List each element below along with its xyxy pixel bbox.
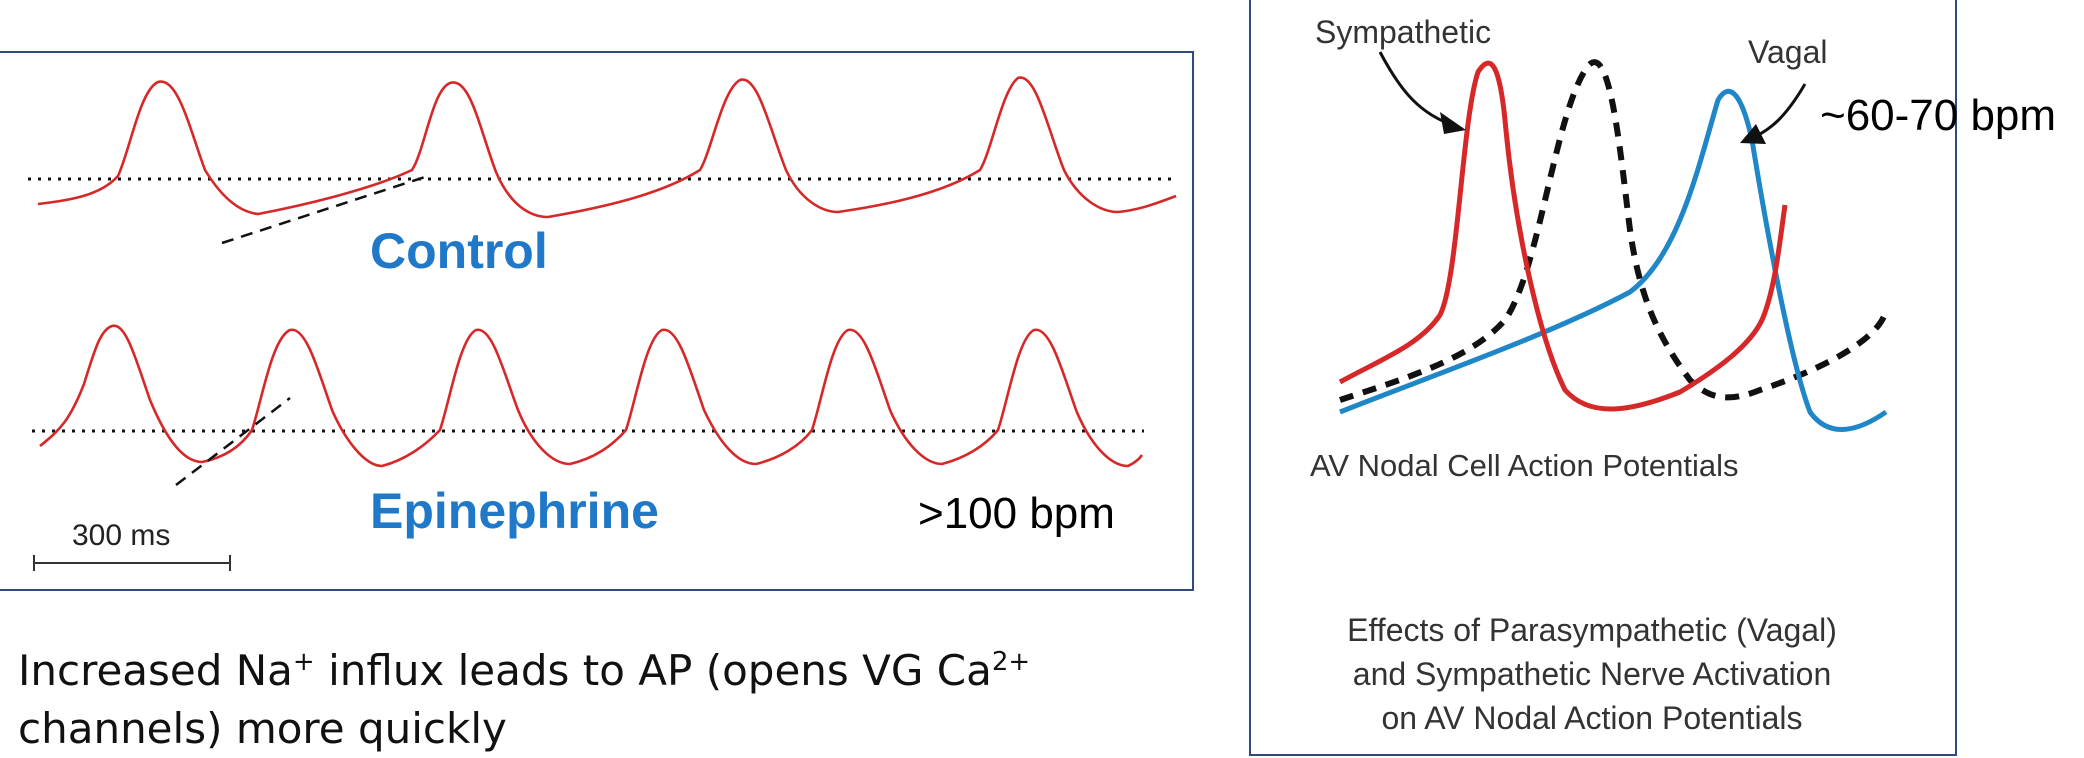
action-potential-traces <box>28 76 1178 571</box>
vagal-label: Vagal <box>1748 34 1828 70</box>
caption-sup-1: + <box>292 647 315 677</box>
epinephrine-rate-label: >100 bpm <box>918 489 1115 538</box>
epinephrine-slope-line <box>175 397 291 486</box>
effects-caption-line-2: and Sympathetic Nerve Activation <box>1352 656 1832 692</box>
mechanism-caption: Increased Na+ influx leads to AP (opens … <box>18 633 1178 758</box>
effects-caption-line-3: on AV Nodal Action Potentials <box>1381 700 1803 736</box>
vagal-rate-label: ~60-70 bpm <box>1820 91 2057 140</box>
caption-part-1: Increased Na <box>18 646 293 695</box>
caption-sup-2: 2+ <box>991 647 1031 677</box>
control-trace <box>37 76 1177 219</box>
control-vs-epinephrine-panel <box>0 51 1194 591</box>
scale-bar <box>33 555 231 571</box>
control-slope-line <box>221 174 429 245</box>
sympathetic-label: Sympathetic <box>1315 14 1492 50</box>
av-nodal-caption: AV Nodal Cell Action Potentials <box>1310 448 1739 483</box>
epinephrine-label: Epinephrine <box>370 483 659 539</box>
caption-part-2: influx leads to AP (opens VG Ca <box>314 646 992 695</box>
epinephrine-trace <box>39 324 1144 468</box>
effects-caption-line-1: Effects of Parasympathetic (Vagal) <box>1347 612 1837 648</box>
effects-caption: Effects of Parasympathetic (Vagal) and S… <box>1272 608 1912 740</box>
caption-part-3: channels) more quickly <box>18 704 507 753</box>
control-label: Control <box>370 223 548 279</box>
scale-bar-label: 300 ms <box>72 519 171 552</box>
